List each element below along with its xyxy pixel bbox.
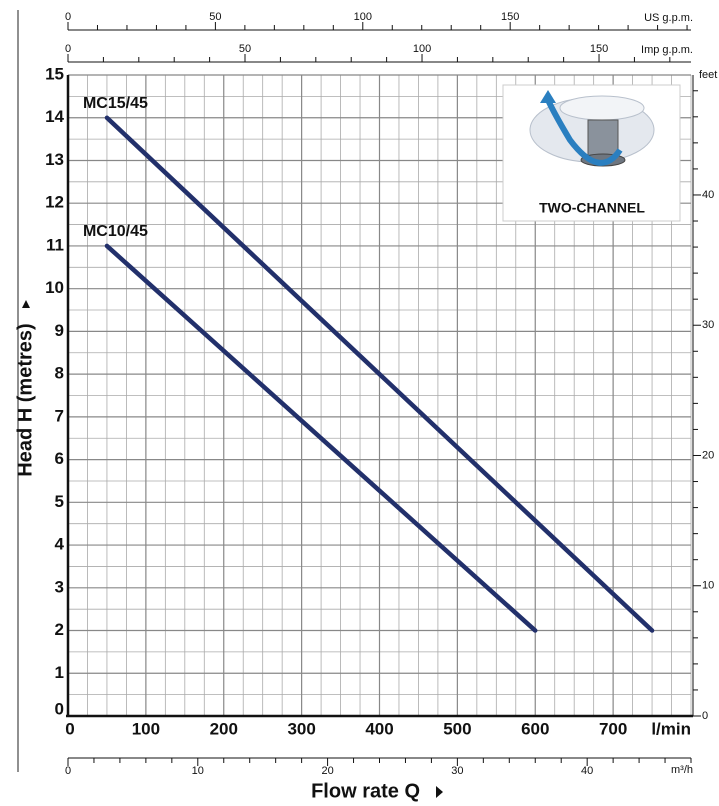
secondary-tick-label: 30 [451, 765, 463, 777]
secondary-tick-label: 0 [65, 11, 71, 23]
secondary-tick-label: 150 [501, 11, 519, 23]
secondary-tick-label: 40 [581, 765, 593, 777]
y-axis-title: Head H (metres) [14, 323, 36, 476]
inset: TWO-CHANNEL [502, 84, 681, 222]
series-line [104, 115, 655, 633]
inset-label: TWO-CHANNEL [539, 200, 645, 216]
y-tick-label: 1 [55, 663, 64, 682]
secondary-tick-label: 20 [321, 765, 333, 777]
secondary-axis-label: US g.p.m. [644, 12, 693, 24]
flow-arrow [545, 98, 623, 166]
y-axis-arrow [22, 300, 30, 308]
secondary-tick-label: 50 [239, 43, 251, 55]
y-tick-label: 2 [55, 620, 64, 639]
secondary-axis-label: Imp g.p.m. [641, 44, 693, 56]
secondary-tick-label: 100 [354, 11, 372, 23]
y-tick-label: 10 [45, 278, 64, 297]
x-tick-label: 500 [443, 719, 471, 738]
secondary-tick-label: 10 [192, 765, 204, 777]
y-tick-label: 7 [55, 406, 64, 425]
x-axis-title: Flow rate Q [311, 780, 420, 802]
x-tick-label: 0 [65, 719, 74, 738]
series-label: MC10/45 [83, 223, 148, 240]
impeller [587, 119, 619, 161]
secondary-tick-label: 20 [702, 449, 714, 461]
flow-arrow-head [540, 90, 556, 103]
y-tick-label: 14 [45, 107, 64, 126]
y-tick-label: 8 [55, 364, 64, 383]
secondary-tick-label: 50 [209, 11, 221, 23]
secondary-tick-label: 0 [65, 43, 71, 55]
secondary-tick-label: 150 [590, 43, 608, 55]
x-axis-arrow [436, 786, 443, 798]
x-tick-label: 300 [287, 719, 315, 738]
y-tick-label: 5 [55, 492, 64, 511]
y-tick-label: 6 [55, 449, 64, 468]
secondary-tick-label: 100 [413, 43, 431, 55]
y-tick-label: 13 [45, 150, 64, 169]
secondary-tick-label: 30 [702, 319, 714, 331]
y-tick-label: 3 [55, 577, 64, 596]
secondary-tick-label: 40 [702, 189, 714, 201]
secondary-axis-label: m³/h [671, 764, 693, 776]
y-tick-label: 9 [55, 321, 64, 340]
y-tick-label: 11 [46, 235, 64, 254]
secondary-tick-label: 10 [702, 580, 714, 592]
x-tick-label: 700 [599, 719, 627, 738]
series-line [104, 243, 538, 633]
x-tick-label: 200 [210, 719, 238, 738]
y-tick-label: 12 [45, 193, 64, 212]
secondary-axis-label: feet [699, 69, 717, 81]
x-tick-label: 400 [365, 719, 393, 738]
series-label: MC15/45 [83, 95, 148, 112]
y-tick-label: 0 [55, 699, 64, 718]
x-tick-label: 100 [132, 719, 160, 738]
y-tick-label: 4 [55, 535, 65, 554]
pump-top [559, 95, 645, 121]
x-tick-label: 600 [521, 719, 549, 738]
x-unit-label: l/min [651, 719, 691, 738]
y-tick-label: 15 [45, 64, 64, 83]
secondary-tick-label: 0 [702, 710, 708, 722]
secondary-tick-label: 0 [65, 765, 71, 777]
